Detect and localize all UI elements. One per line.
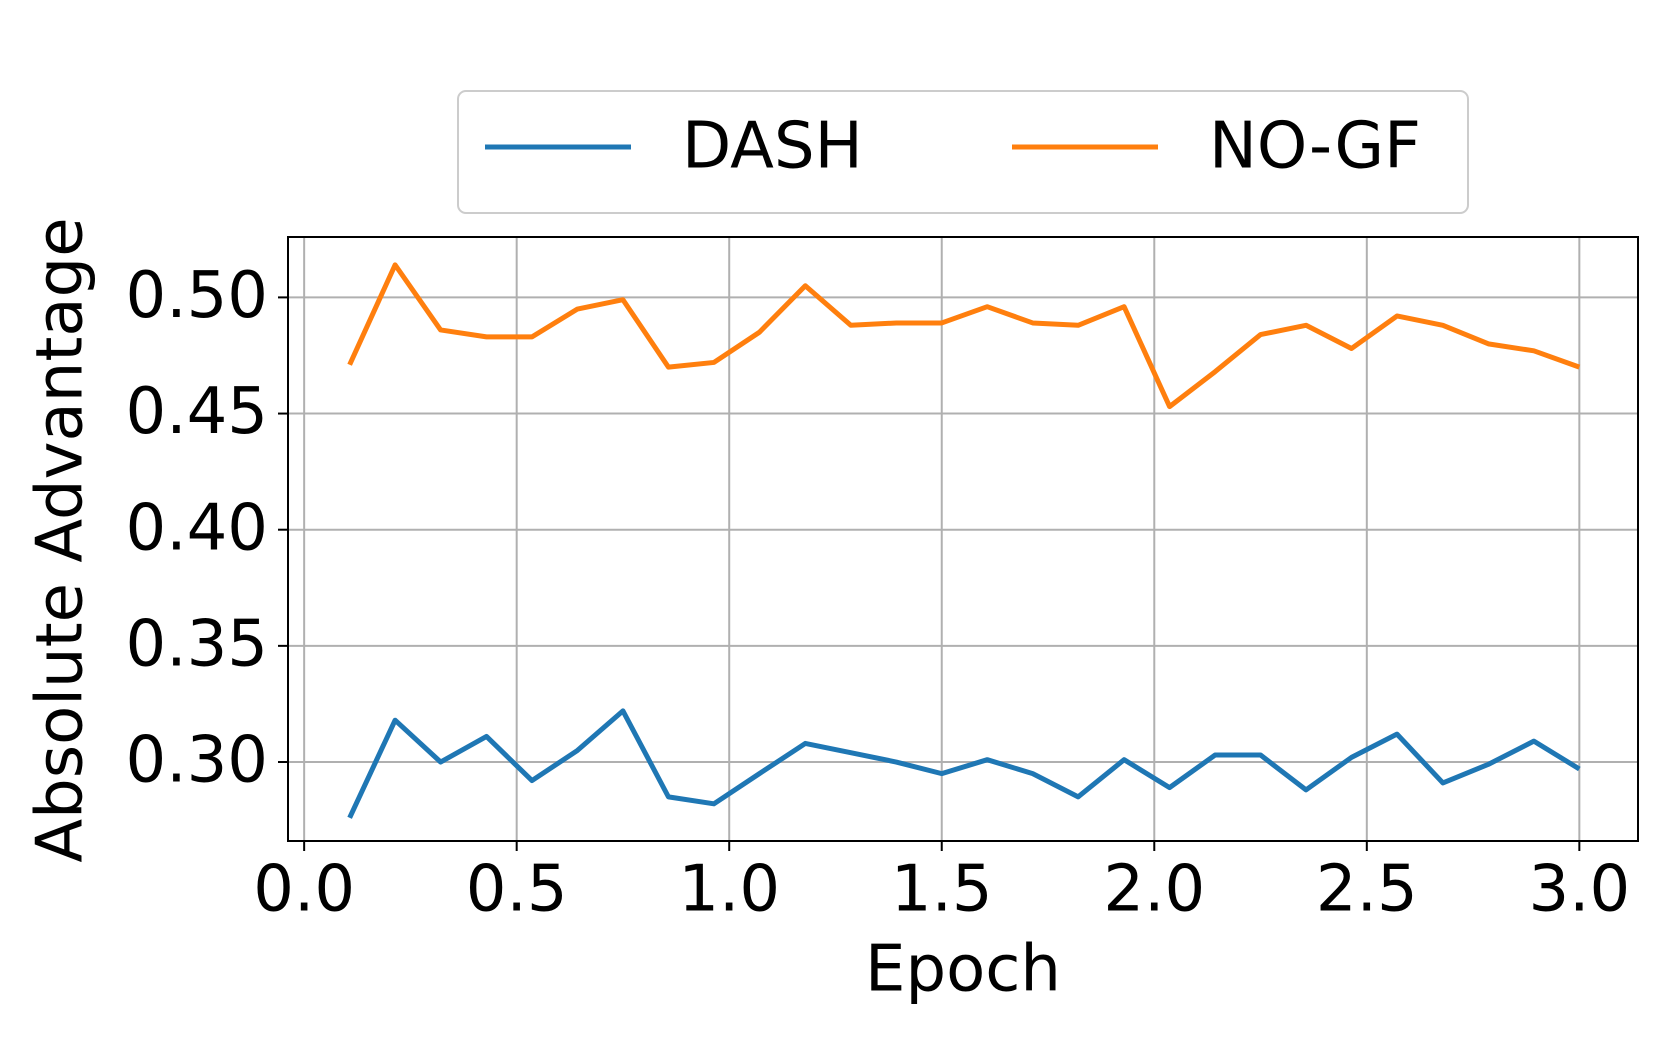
x-tick-label: 0.0 [253,853,355,927]
y-tick-label: 0.30 [126,724,269,798]
y-tick-label: 0.45 [126,375,269,449]
y-axis-label: Absolute Advantage [24,217,98,862]
data-line [347,708,1581,819]
legend-label: NO-GF [1209,110,1421,184]
x-axis-label: Epoch [865,933,1061,1007]
x-tick-label: 1.5 [891,853,993,927]
x-tick-label: 3.0 [1528,853,1630,927]
data-line [347,262,1581,410]
legend-label: DASH [682,110,863,184]
plot-frame [287,236,1639,842]
y-tick-label: 0.50 [126,259,269,333]
x-tick-label: 0.5 [466,853,568,927]
x-tick-label: 2.0 [1103,853,1205,927]
legend-box [457,90,1469,214]
x-tick-label: 2.5 [1316,853,1418,927]
y-tick-label: 0.35 [126,607,269,681]
x-tick-label: 1.0 [678,853,780,927]
y-tick-label: 0.40 [126,491,269,565]
